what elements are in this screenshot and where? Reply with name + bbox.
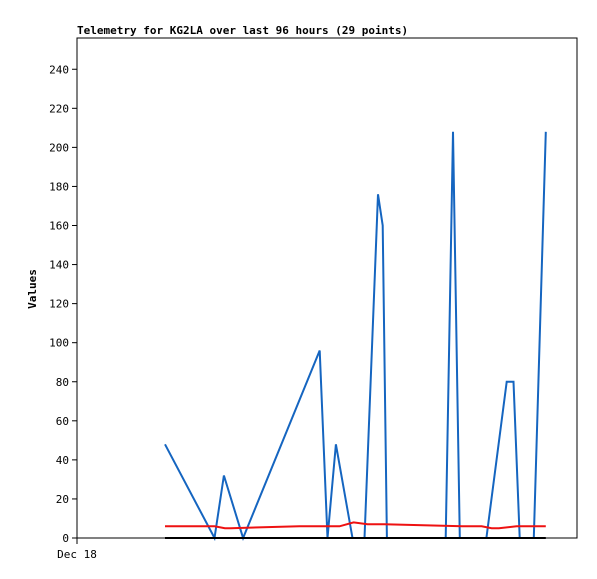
y-tick-label: 180 bbox=[49, 180, 69, 193]
y-tick-label: 140 bbox=[49, 259, 69, 272]
y-tick-label: 0 bbox=[62, 532, 69, 545]
y-tick-label: 60 bbox=[56, 415, 69, 428]
y-tick-label: 80 bbox=[56, 376, 69, 389]
y-axis-ticks: 0 20 40 60 80 100 120 140 160 180 200 220 240 bbox=[49, 63, 77, 545]
y-tick-label: 100 bbox=[49, 337, 69, 350]
y-tick-label: 120 bbox=[49, 298, 69, 311]
y-axis-label: Values bbox=[26, 269, 39, 309]
y-tick-label: 40 bbox=[56, 454, 69, 467]
x-tick-label: Dec 18 bbox=[57, 548, 97, 561]
series-line-1 bbox=[164, 131, 547, 542]
y-tick-label: 220 bbox=[49, 102, 69, 115]
chart-title: Telemetry for KG2LA over last 96 hours (… bbox=[77, 24, 408, 37]
x-axis-ticks: Dec 18 bbox=[57, 538, 97, 561]
y-tick-label: 160 bbox=[49, 220, 69, 233]
y-tick-label: 240 bbox=[49, 63, 69, 76]
series-line-2 bbox=[165, 521, 546, 530]
y-tick-label: 20 bbox=[56, 493, 69, 506]
y-tick-label: 200 bbox=[49, 141, 69, 154]
series-layer bbox=[164, 131, 547, 542]
